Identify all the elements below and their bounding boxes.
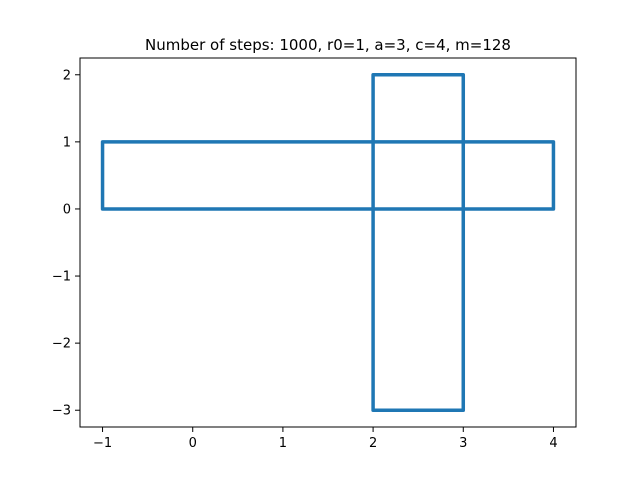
y-tick-label: 1 (63, 135, 71, 150)
x-tick-label: 4 (549, 436, 557, 451)
x-tick-label: −1 (93, 436, 112, 451)
y-axis: −3 −2 −1 0 1 2 (52, 68, 80, 419)
y-tick-label: −3 (52, 404, 71, 419)
y-tick-label: −2 (52, 337, 71, 352)
y-tick-label: 0 (63, 202, 71, 217)
x-tick-label: 2 (369, 436, 377, 451)
chart-title: Number of steps: 1000, r0=1, a=3, c=4, m… (145, 36, 511, 54)
y-tick-label: −1 (52, 270, 71, 285)
x-tick-label: 3 (459, 436, 467, 451)
x-tick-label: 1 (279, 436, 287, 451)
series-line-0 (100, 73, 556, 412)
axes-frame (79, 57, 577, 428)
y-tick-label: 2 (63, 68, 71, 83)
plot-lines (100, 73, 556, 412)
x-tick-label: 0 (189, 436, 197, 451)
x-axis: −1 0 1 2 3 4 (93, 427, 558, 451)
